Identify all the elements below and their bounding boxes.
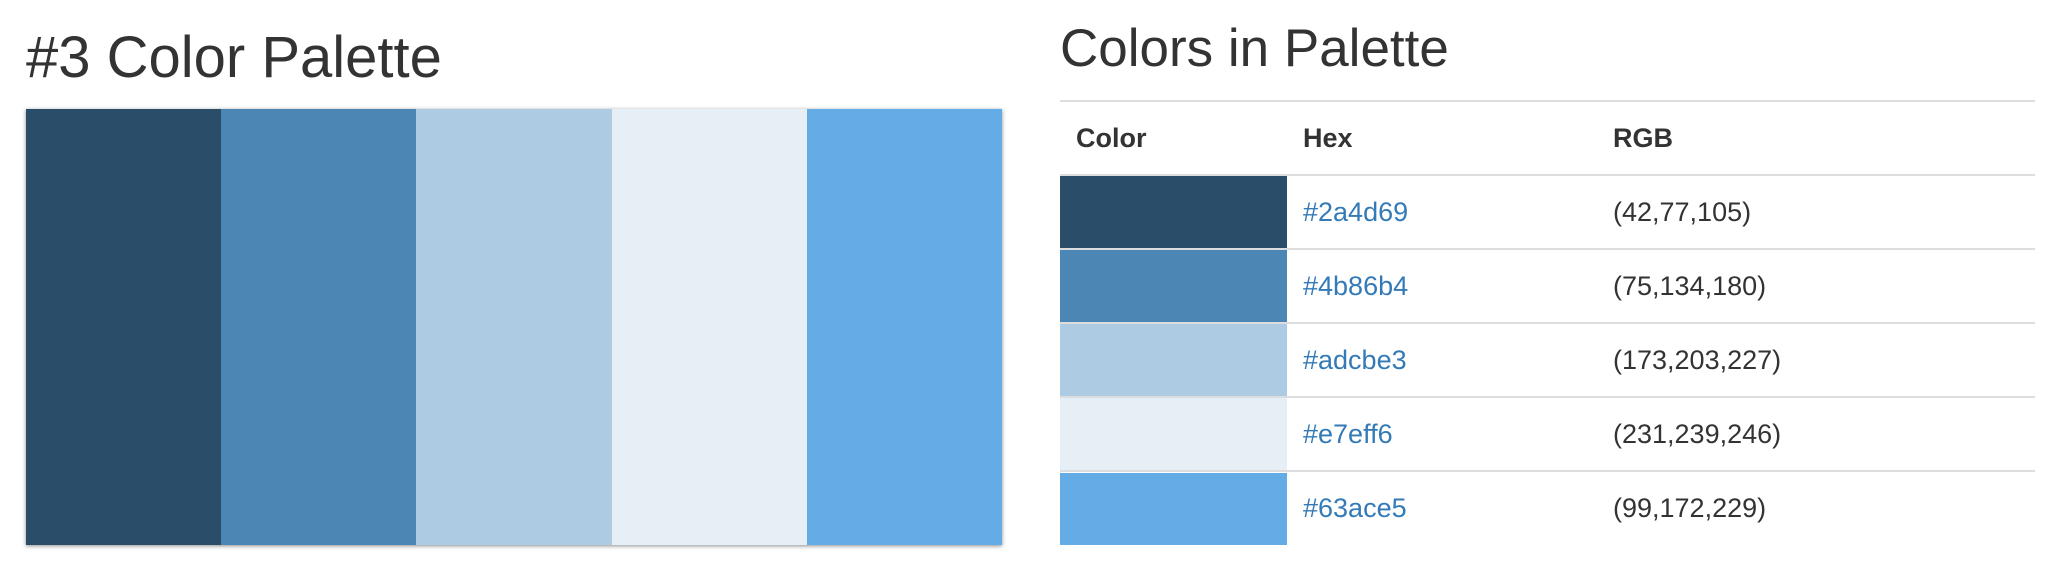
color-chip xyxy=(1060,176,1287,248)
hex-link[interactable]: #e7eff6 xyxy=(1303,418,1393,449)
color-cell xyxy=(1060,175,1287,250)
colors-title: Colors in Palette xyxy=(1060,19,1449,78)
palette-swatch-1 xyxy=(26,109,222,545)
palette-swatch-3 xyxy=(416,109,612,545)
column-header-hex: Hex xyxy=(1287,100,1597,176)
hex-cell: #e7eff6 xyxy=(1287,397,1597,472)
color-cell xyxy=(1060,323,1287,398)
color-chip xyxy=(1060,324,1287,396)
hex-link[interactable]: #2a4d69 xyxy=(1303,196,1409,227)
hex-cell: #63ace5 xyxy=(1287,471,1597,545)
rgb-value: (99,172,229) xyxy=(1613,493,1767,523)
palette-swatch-5 xyxy=(806,109,1003,545)
rgb-value: (42,77,105) xyxy=(1597,175,2035,250)
color-cell xyxy=(1060,397,1287,472)
color-chip xyxy=(1060,250,1287,322)
color-chip xyxy=(1060,398,1287,470)
palette-swatch-2 xyxy=(221,109,417,545)
hex-link[interactable]: #63ace5 xyxy=(1303,493,1407,523)
color-cell xyxy=(1060,471,1287,545)
table-row: #2a4d69 (42,77,105) xyxy=(1060,175,2035,250)
hex-cell: #adcbe3 xyxy=(1287,323,1597,398)
rgb-value: (75,134,180) xyxy=(1597,249,2035,324)
hex-link[interactable]: #adcbe3 xyxy=(1303,344,1407,375)
hex-link[interactable]: #4b86b4 xyxy=(1303,270,1409,301)
table-row: #4b86b4 (75,134,180) xyxy=(1060,249,2035,324)
color-chip xyxy=(1060,472,1287,545)
palette-title: #3 Color Palette xyxy=(26,25,442,90)
colors-table: Color Hex RGB #2a4d69 (42,77,105) #4b86b… xyxy=(1060,100,2035,545)
table-row: #63ace5 (99,172,229) xyxy=(1060,471,2035,545)
table-row: #adcbe3 (173,203,227) xyxy=(1060,323,2035,398)
palette-strip xyxy=(26,109,1003,545)
table-row: #e7eff6 (231,239,246) xyxy=(1060,397,2035,472)
color-cell xyxy=(1060,249,1287,324)
rgb-value: (173,203,227) xyxy=(1597,323,2035,398)
hex-cell: #4b86b4 xyxy=(1287,249,1597,324)
palette-swatch-4 xyxy=(611,109,807,545)
hex-cell: #2a4d69 xyxy=(1287,175,1597,250)
table-header-row: Color Hex RGB xyxy=(1060,100,2035,176)
rgb-value: (231,239,246) xyxy=(1597,397,2035,472)
column-header-color: Color xyxy=(1060,100,1287,176)
column-header-rgb: RGB xyxy=(1597,100,2035,176)
